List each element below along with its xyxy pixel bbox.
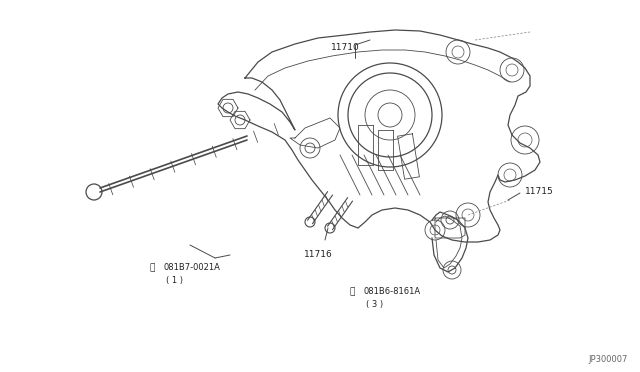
- Text: ( 3 ): ( 3 ): [367, 301, 383, 310]
- Text: Ⓑ: Ⓑ: [349, 288, 355, 296]
- Text: 081B7-0021A: 081B7-0021A: [163, 263, 220, 273]
- Text: 081B6-8161A: 081B6-8161A: [363, 288, 420, 296]
- Text: 11710: 11710: [331, 43, 360, 52]
- Text: ( 1 ): ( 1 ): [166, 276, 184, 285]
- Text: 11716: 11716: [303, 250, 332, 259]
- Text: JP300007: JP300007: [589, 355, 628, 364]
- Text: 11715: 11715: [525, 187, 554, 196]
- Text: Ⓑ: Ⓑ: [149, 263, 155, 273]
